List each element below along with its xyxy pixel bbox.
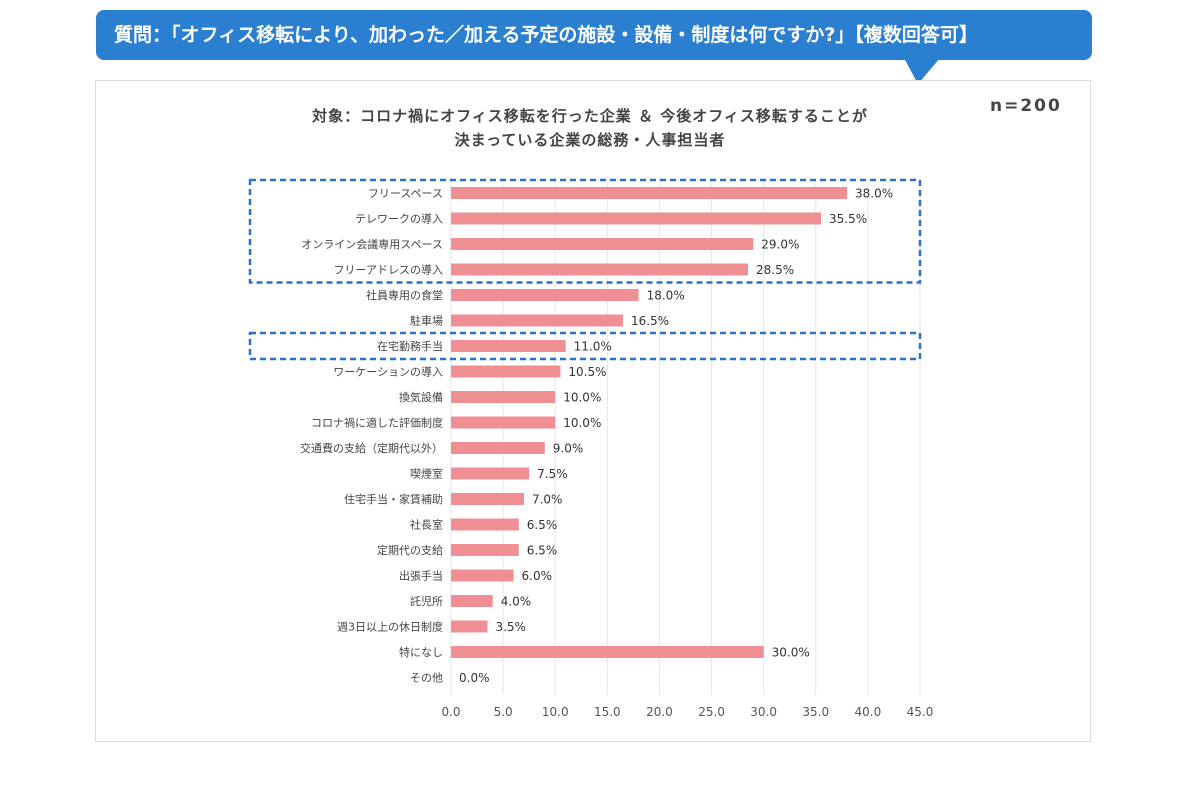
- bar: [451, 365, 561, 378]
- value-label: 7.0%: [532, 493, 563, 507]
- category-label: 出張手当: [399, 569, 443, 583]
- category-label: オンライン会議専用スペース: [301, 237, 443, 251]
- category-label: ワーケーションの導入: [333, 365, 443, 379]
- category-label: フリーアドレスの導入: [333, 263, 443, 277]
- category-label: テレワークの導入: [355, 212, 443, 226]
- value-label: 18.0%: [647, 289, 685, 303]
- category-label: 定期代の支給: [377, 543, 443, 557]
- x-tick-label: 20.0: [646, 705, 673, 719]
- x-tick-label: 45.0: [907, 705, 934, 719]
- category-label: コロナ禍に適した評価制度: [311, 416, 443, 430]
- value-label: 16.5%: [631, 314, 669, 328]
- subtitle-line-2: 決まっている企業の総務・人事担当者: [454, 131, 726, 149]
- bar: [451, 263, 749, 276]
- x-tick-label: 35.0: [802, 705, 829, 719]
- value-label: 38.0%: [855, 187, 893, 201]
- category-label: 託児所: [410, 594, 443, 608]
- x-tick-label: 25.0: [698, 705, 725, 719]
- category-label: フリースペース: [368, 187, 443, 200]
- value-label: 35.5%: [829, 212, 867, 226]
- value-label: 9.0%: [553, 442, 584, 456]
- value-label: 28.5%: [756, 263, 794, 277]
- category-label: 在宅勤務手当: [377, 339, 443, 353]
- bar: [451, 620, 488, 633]
- bar: [451, 238, 754, 250]
- bar: [451, 187, 848, 199]
- value-label: 10.0%: [563, 416, 601, 430]
- bar: [451, 595, 493, 607]
- bar: [451, 212, 821, 225]
- value-label: 10.0%: [563, 391, 601, 405]
- value-label: 6.0%: [522, 569, 553, 583]
- value-label: 6.5%: [527, 518, 558, 532]
- value-label: 3.5%: [495, 620, 526, 634]
- bar: [451, 442, 545, 454]
- x-tick-label: 40.0: [855, 705, 882, 719]
- value-label: 4.0%: [501, 595, 532, 609]
- highlight-box: [248, 178, 922, 284]
- bar: [451, 518, 519, 531]
- value-label: 11.0%: [574, 340, 612, 354]
- bar: [451, 467, 530, 480]
- sample-size: n=200: [990, 96, 1062, 116]
- question-banner: 質問：「オフィス移転により、加わった／加える予定の施設・設備・制度は何ですか?」…: [96, 10, 1092, 60]
- bar: [451, 340, 566, 352]
- category-label: 喫煙室: [410, 467, 443, 481]
- category-label: その他: [410, 672, 443, 685]
- category-label: 駐車場: [410, 314, 443, 328]
- bar: [451, 646, 764, 658]
- highlight-box: [248, 331, 922, 361]
- x-tick-label: 0.0: [441, 705, 460, 719]
- value-label: 6.5%: [527, 544, 558, 558]
- category-label: 社長室: [410, 518, 443, 532]
- x-tick-label: 5.0: [494, 705, 513, 719]
- category-label: 特になし: [399, 645, 443, 659]
- bar: [451, 314, 623, 327]
- bar: [451, 493, 524, 505]
- category-label: 換気設備: [399, 390, 443, 404]
- bar: [451, 569, 514, 582]
- subtitle-line-1: 対象：コロナ禍にオフィス移転を行った企業 ＆ 今後オフィス移転することが: [312, 107, 868, 125]
- category-label: 週3日以上の休日制度: [337, 620, 443, 634]
- banner-pointer: [904, 58, 940, 84]
- bar: [451, 391, 556, 403]
- value-label: 29.0%: [761, 238, 799, 252]
- bar: [451, 289, 639, 301]
- x-tick-label: 30.0: [750, 705, 777, 719]
- value-label: 30.0%: [772, 646, 810, 660]
- chart-subtitle: 対象：コロナ禍にオフィス移転を行った企業 ＆ 今後オフィス移転することが 決まっ…: [200, 104, 980, 152]
- category-label: 社員専用の食堂: [366, 288, 443, 302]
- bar: [451, 544, 519, 556]
- category-label: 住宅手当・家賃補助: [344, 492, 443, 506]
- value-label: 7.5%: [537, 467, 568, 481]
- x-tick-label: 10.0: [542, 705, 569, 719]
- x-tick-label: 15.0: [594, 705, 621, 719]
- value-label: 10.5%: [568, 365, 606, 379]
- value-label: 0.0%: [459, 671, 490, 685]
- category-label: 交通費の支給（定期代以外）: [300, 441, 443, 455]
- bar: [451, 416, 556, 429]
